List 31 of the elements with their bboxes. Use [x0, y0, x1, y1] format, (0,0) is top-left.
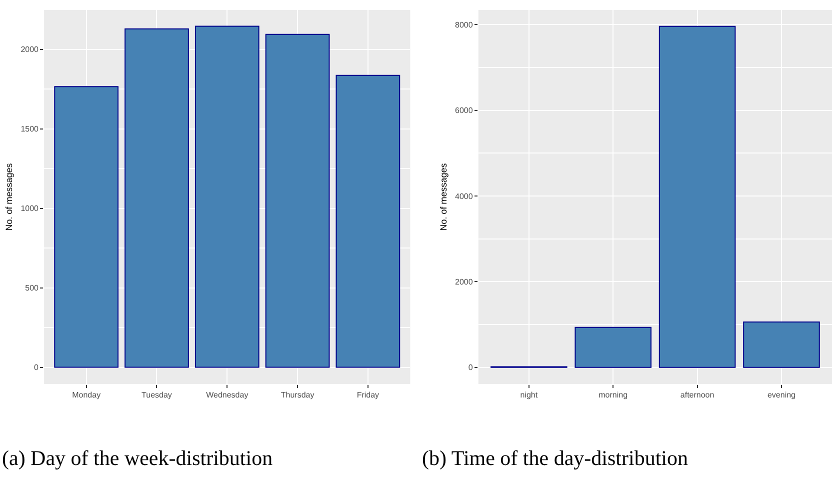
- bar: [743, 322, 820, 368]
- bar: [124, 28, 189, 368]
- x-tick-label: Tuesday: [142, 390, 172, 400]
- y-tick-label: 0: [34, 363, 40, 372]
- x-tick-label: morning: [598, 390, 628, 400]
- y-tick-label: 0: [468, 363, 474, 372]
- y-tick-label: 4000: [455, 192, 474, 201]
- y-tick-label: 6000: [455, 106, 474, 116]
- x-tick-label: Friday: [356, 390, 380, 400]
- x-tick-label: afternoon: [680, 390, 714, 400]
- y-axis-title: No. of messages: [438, 162, 448, 231]
- x-tick-label: Thursday: [280, 390, 314, 400]
- y-tick-label: 2000: [455, 277, 474, 286]
- x-tick-label: Monday: [72, 390, 101, 400]
- bar: [265, 34, 330, 368]
- y-tick-label: 500: [25, 284, 40, 293]
- text: (b) Time of the day-distribution: [422, 446, 688, 470]
- bar: [54, 86, 119, 368]
- bar: [194, 26, 260, 368]
- y-tick-label: 1000: [20, 204, 40, 214]
- x-tick-label: evening: [767, 390, 796, 400]
- y-axis-title: No. of messages: [4, 162, 14, 231]
- text: (a) Day of the week-distribution: [2, 446, 274, 470]
- bar: [658, 26, 736, 368]
- y-tick-label: 8000: [455, 20, 474, 30]
- x-tick-label: Wednesday: [206, 390, 248, 400]
- y-tick-label: 1500: [20, 124, 40, 134]
- y-tick-label: 2000: [20, 45, 40, 54]
- x-tick-label: night: [520, 390, 538, 400]
- bar: [336, 74, 400, 368]
- bar: [574, 326, 652, 368]
